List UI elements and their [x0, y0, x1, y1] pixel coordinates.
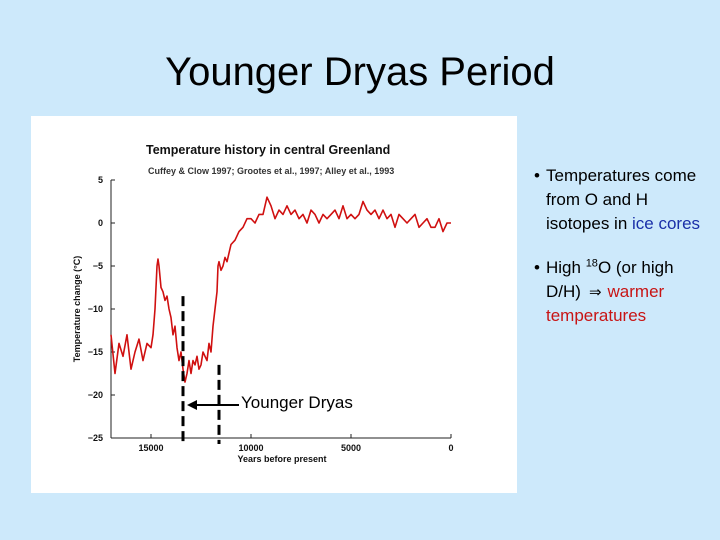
x-tick-label: 5000 [341, 443, 361, 453]
bullet-isotopes: • Temperatures come from O and H isotope… [534, 164, 714, 236]
temperature-series-line [110, 196, 451, 383]
x-tick-label: 15000 [138, 443, 163, 453]
bullet-warmer-superscript: 18 [585, 257, 598, 270]
chart-title: Temperature history in central Greenland [146, 143, 390, 157]
younger-dryas-label: Younger Dryas [241, 393, 353, 413]
bullet-warmer: • High 18O (or high D/H) ⇒ warmer temperat… [534, 256, 714, 328]
x-tick-label: 0 [448, 443, 453, 453]
chart-subtitle: Cuffey & Clow 1997; Grootes et al., 1997… [148, 166, 394, 176]
bullet-warmer-highlight: warmer temperatures [546, 282, 665, 325]
bullet-isotopes-highlight: ice cores [632, 214, 701, 233]
bullet-list: • Temperatures come from O and H isotope… [534, 164, 714, 348]
y-axis-label: Temperature change (°C) [72, 256, 82, 362]
y-tick-label: −10 [88, 304, 103, 314]
y-tick-label: −20 [88, 390, 103, 400]
bullet-isotopes-text: Temperatures come from O and H isotopes … [546, 166, 697, 233]
chart-figure: Temperature history in central Greenland… [31, 116, 517, 493]
slide-title: Younger Dryas Period [165, 50, 555, 94]
chart-svg: Temperature history in central Greenland… [72, 143, 454, 464]
implies-symbol: ⇒ [588, 283, 602, 301]
y-tick-label: 0 [98, 218, 103, 228]
x-axis-label: Years before present [237, 454, 326, 464]
bullet-marker: • [534, 166, 540, 185]
bullet-warmer-text-2: O (or high D/H) [546, 258, 674, 301]
bullet-warmer-text: High [546, 258, 586, 277]
younger-dryas-arrow-head [187, 400, 197, 410]
x-tick-label: 10000 [238, 443, 263, 453]
y-tick-label: −15 [88, 347, 103, 357]
y-tick-label: −25 [88, 433, 103, 443]
y-tick-label: −5 [93, 261, 103, 271]
bullet-marker: • [534, 258, 540, 277]
y-tick-label: 5 [98, 175, 103, 185]
